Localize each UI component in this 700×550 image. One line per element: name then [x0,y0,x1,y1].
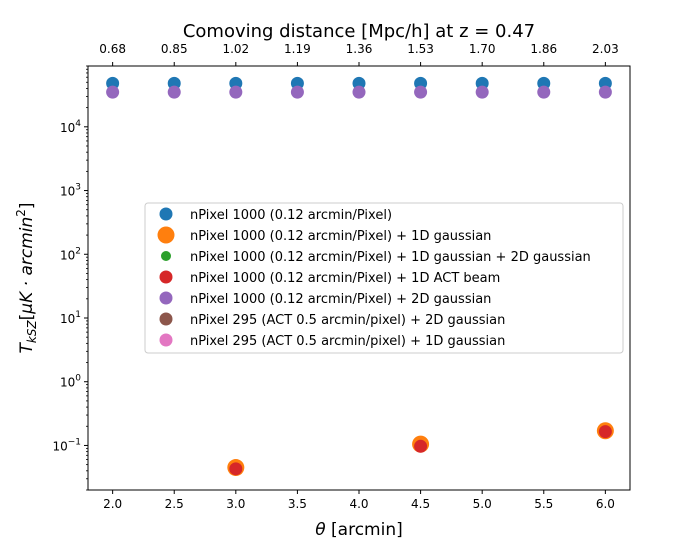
data-point [229,85,243,99]
legend-box [144,202,624,354]
top-tick-label: 1.53 [407,42,434,56]
series-4 [106,85,612,99]
x-tick-label: 3.5 [288,497,307,511]
top-tick-label: 1.70 [469,42,496,56]
legend-marker [159,333,173,347]
top-tick-label: 1.86 [530,42,557,56]
legend-marker [159,291,173,305]
top-tick-label: 1.02 [222,42,249,56]
x-axis-ticks: 2.0 2.5 3.0 3.5 4.0 4.5 5.0 5.5 6.0 [103,490,615,511]
x-tick-label: 5.5 [534,497,553,511]
top-tick-label: 2.03 [592,42,619,56]
legend-marker [157,226,175,244]
x-tick-label: 6.0 [596,497,615,511]
data-point [167,85,181,99]
y-tick-label: 101 [60,310,81,326]
data-point [229,462,243,476]
legend-marker [159,312,173,326]
data-point [106,85,120,99]
data-point [598,425,612,439]
x-axis-label: θ [arcmin] [315,520,403,540]
y-axis-ticks: 10−1 100 101 102 103 104 [52,65,88,491]
data-point [414,85,428,99]
y-tick-label: 103 [60,183,81,199]
y-tick-label: 102 [60,246,81,262]
data-point [352,85,366,99]
legend-marker [161,251,171,261]
top-axis-ticks: 0.68 0.85 1.02 1.19 1.36 1.53 1.70 1.86 2.03 [99,42,619,66]
legend-marker [159,270,173,284]
x-tick-label: 2.5 [165,497,184,511]
x-tick-label: 4.0 [349,497,368,511]
x-tick-label: 5.0 [473,497,492,511]
legend-label: nPixel 295 (ACT 0.5 arcmin/pixel) + 1D g… [190,334,505,349]
top-tick-label: 1.19 [284,42,311,56]
legend-label: nPixel 1000 (0.12 arcmin/Pixel) [190,208,392,223]
data-point [598,85,612,99]
legend-label: nPixel 295 (ACT 0.5 arcmin/pixel) + 2D g… [190,313,505,328]
data-point [414,439,428,453]
legend-label: nPixel 1000 (0.12 arcmin/Pixel) + 1D gau… [190,229,491,244]
y-tick-label: 104 [60,119,81,135]
data-point [537,85,551,99]
data-point [475,85,489,99]
data-point [290,85,304,99]
x-tick-label: 2.0 [103,497,122,511]
y-axis-label: TkSZ[μK · arcmin2] [14,202,39,353]
top-tick-label: 1.36 [346,42,373,56]
data-marks [106,76,614,477]
x-tick-label: 4.5 [411,497,430,511]
top-tick-label: 0.85 [161,42,188,56]
series-3 [229,425,612,476]
chart-title: Comoving distance [Mpc/h] at z = 0.47 [183,21,535,42]
x-tick-label: 3.0 [226,497,245,511]
legend-label: nPixel 1000 (0.12 arcmin/Pixel) + 1D gau… [190,250,591,265]
y-tick-label: 10−1 [52,437,81,453]
top-tick-label: 0.68 [99,42,126,56]
legend-label: nPixel 1000 (0.12 arcmin/Pixel) + 1D ACT… [190,271,500,286]
y-tick-label: 100 [60,374,81,390]
legend-label: nPixel 1000 (0.12 arcmin/Pixel) + 2D gau… [190,292,491,307]
legend: nPixel 1000 (0.12 arcmin/Pixel) nPixel 10… [144,202,624,354]
legend-marker [159,207,173,221]
